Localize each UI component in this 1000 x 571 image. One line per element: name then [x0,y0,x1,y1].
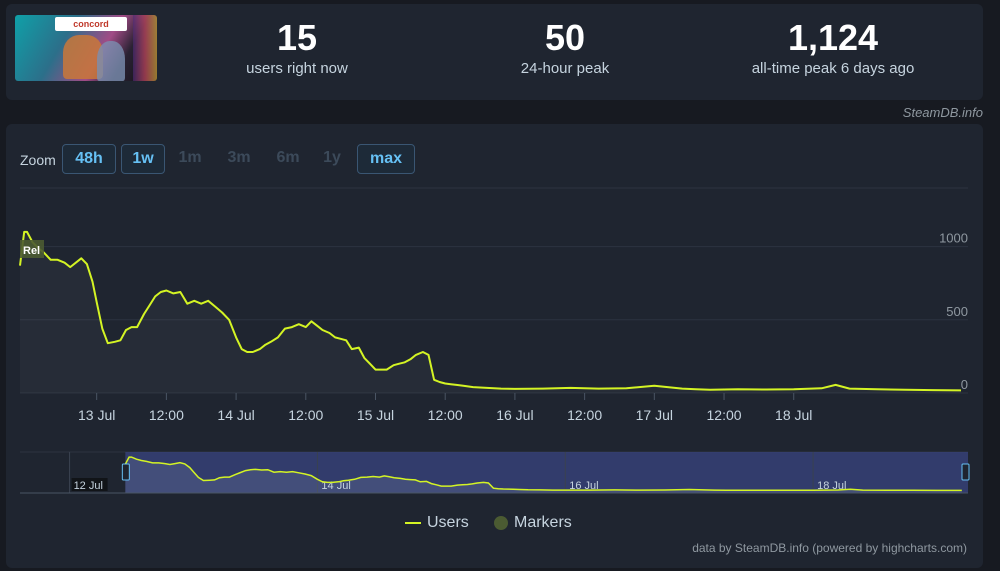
navigator-right-handle[interactable] [961,463,970,481]
game-cover-image[interactable]: concord [15,15,157,81]
navigator-selected-range [125,452,969,493]
annotation-label: Rel [23,245,40,257]
navigator-tick-label: 12 Jul [74,480,103,492]
navigator-label-bg [71,478,108,491]
cover-character-1 [63,35,103,79]
legend-markers[interactable]: Markers [494,514,572,532]
stat-current-players: 15 users right now [187,17,407,78]
x-tick-label: 14 Jul [217,407,254,423]
x-tick-label: 12:00 [567,407,602,423]
legend-markers-label: Markers [514,514,572,531]
navigator-tick-label: 16 Jul [569,480,598,492]
x-tick-label: 12:00 [149,407,184,423]
stat-value: 1,124 [787,17,879,58]
x-tick-label: 17 Jul [636,407,673,423]
stats-bar [6,4,983,100]
x-tick-label: 12:00 [707,407,742,423]
stat-label: 24-hour peak [520,60,610,77]
navigator-tick-label: 18 Jul [817,480,846,492]
y-tick-label: 500 [946,304,968,319]
x-tick-label: 16 Jul [496,407,533,423]
zoom-label: Zoom [20,152,56,168]
navigator-area [125,457,962,493]
stat-all-time-peak: 1,124 all-time peak 6 days ago [723,17,943,78]
stat-label: all-time peak 6 days ago [751,60,915,77]
cover-decoration [133,15,157,81]
navigator-line [124,456,962,492]
series-area-users [20,232,961,393]
x-tick-label: 18 Jul [775,407,812,423]
zoom-max-button[interactable]: max [357,144,415,174]
zoom-6m-button[interactable]: 6m [276,149,300,166]
y-tick-label: 1000 [939,231,968,246]
x-tick-label: 12:00 [428,407,463,423]
x-tick-label: 15 Jul [357,407,394,423]
zoom-1y-button[interactable]: 1y [323,149,341,166]
source-link[interactable]: SteamDB.info [902,105,983,120]
stat-24h-peak: 50 24-hour peak [455,17,675,78]
zoom-1w-button[interactable]: 1w [121,144,165,174]
stat-label: users right now [246,60,348,77]
x-tick-label: 12:00 [288,407,323,423]
y-tick-label: 0 [961,377,968,392]
zoom-3m-button[interactable]: 3m [227,149,251,166]
x-tick-label: 13 Jul [78,407,115,423]
navigator-left-handle[interactable] [121,463,130,481]
chart-credits[interactable]: data by SteamDB.info (powered by highcha… [692,541,967,555]
stat-value: 50 [544,17,586,58]
legend-line-icon [405,521,421,524]
chart-panel [6,124,983,568]
legend-users[interactable]: Users [405,514,469,532]
legend-users-label: Users [427,514,469,531]
legend-dot-icon [494,515,508,530]
zoom-48h-button[interactable]: 48h [62,144,116,174]
cover-character-2 [97,41,125,81]
game-logo: concord [55,17,127,31]
stat-value: 15 [276,17,318,58]
annotation-flag [20,240,44,258]
zoom-1m-button[interactable]: 1m [178,149,202,166]
series-line-users [19,230,962,392]
